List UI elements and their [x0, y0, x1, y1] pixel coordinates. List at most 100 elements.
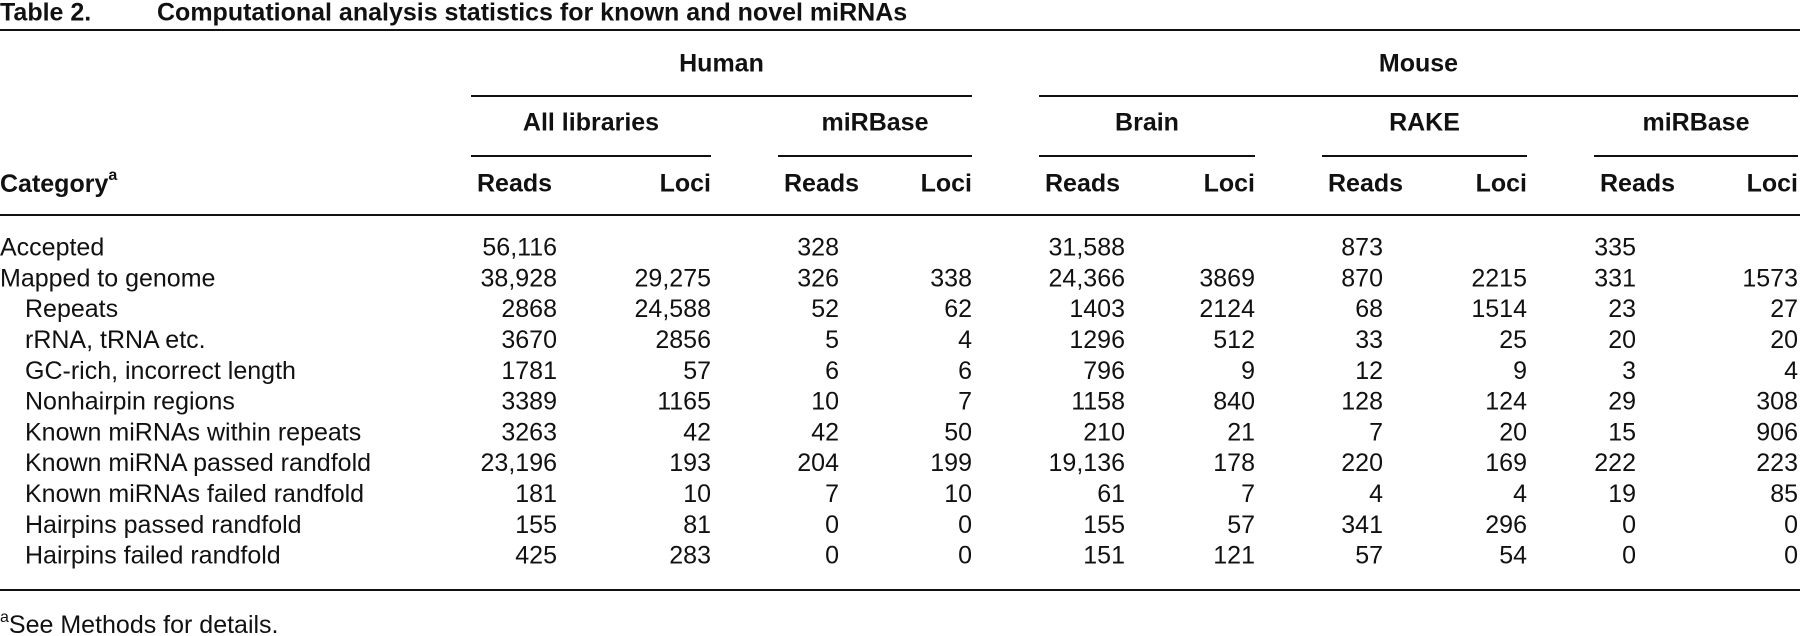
row-label: Hairpins passed randfold: [25, 511, 302, 539]
cell: 121: [1213, 542, 1255, 570]
row-label: Known miRNAs within repeats: [25, 418, 361, 446]
column-header: Loci: [660, 170, 711, 198]
cell: 24,366: [1049, 264, 1125, 292]
cell: 3263: [501, 418, 557, 446]
table-caption: Computational analysis statistics for kn…: [157, 0, 907, 27]
cell: 23: [1608, 295, 1636, 323]
row-label: Accepted: [0, 234, 104, 262]
cell: 178: [1213, 449, 1255, 477]
cell: 6: [958, 357, 972, 385]
cell: 870: [1341, 264, 1383, 292]
cell: 0: [1622, 542, 1636, 570]
cell: 0: [958, 542, 972, 570]
cell: 326: [797, 264, 839, 292]
subgroup-header: RAKE: [1389, 109, 1460, 137]
cell: 1781: [501, 357, 557, 385]
cell: 0: [825, 542, 839, 570]
cell: 4: [1369, 480, 1383, 508]
row-label: rRNA, tRNA etc.: [25, 326, 206, 354]
cell: 68: [1355, 295, 1383, 323]
cell: 4: [1784, 357, 1798, 385]
cell: 19: [1608, 480, 1636, 508]
cell: 9: [1513, 357, 1527, 385]
row-label: Known miRNAs failed randfold: [25, 480, 364, 508]
cell: 1514: [1471, 295, 1527, 323]
subgroup-header: Brain: [1115, 109, 1179, 137]
group-header: Human: [679, 50, 764, 78]
cell: 0: [1784, 542, 1798, 570]
cell: 57: [1227, 511, 1255, 539]
cell: 3389: [501, 388, 557, 416]
cell: 33: [1355, 326, 1383, 354]
cell: 283: [669, 542, 711, 570]
cell: 873: [1341, 234, 1383, 262]
cell: 1573: [1742, 264, 1798, 292]
column-header: Reads: [477, 170, 552, 198]
cell: 124: [1485, 388, 1527, 416]
footnote-marker: a: [108, 167, 117, 184]
category-header-text: Category: [0, 170, 108, 198]
cell: 210: [1083, 418, 1125, 446]
cell: 512: [1213, 326, 1255, 354]
cell: 204: [797, 449, 839, 477]
cell: 20: [1499, 418, 1527, 446]
cell: 2124: [1199, 295, 1255, 323]
cell: 1158: [1071, 388, 1125, 416]
cell: 62: [944, 295, 972, 323]
column-header: Loci: [921, 170, 972, 198]
footnote: aSee Methods for details.: [0, 609, 279, 636]
cell: 223: [1756, 449, 1798, 477]
cell: 425: [515, 542, 557, 570]
cell: 2868: [501, 295, 557, 323]
cell: 10: [811, 388, 839, 416]
category-header: Categorya: [0, 167, 117, 197]
cell: 308: [1756, 388, 1798, 416]
cell: 38,928: [481, 264, 557, 292]
subgroup-header: miRBase: [822, 109, 929, 137]
cell: 328: [797, 234, 839, 262]
cell: 1296: [1069, 326, 1125, 354]
row-label: Nonhairpin regions: [25, 388, 235, 416]
cell: 27: [1770, 295, 1798, 323]
cell: 10: [944, 480, 972, 508]
cell: 341: [1341, 511, 1383, 539]
cell: 0: [1622, 511, 1636, 539]
cell: 840: [1213, 388, 1255, 416]
cell: 796: [1083, 357, 1125, 385]
cell: 4: [958, 326, 972, 354]
cell: 0: [1784, 511, 1798, 539]
cell: 42: [683, 418, 711, 446]
footnote-mark: a: [0, 609, 9, 626]
row-label: GC-rich, incorrect length: [25, 357, 296, 385]
cell: 85: [1770, 480, 1798, 508]
row-label: Known miRNA passed randfold: [25, 449, 371, 477]
cell: 20: [1770, 326, 1798, 354]
cell: 169: [1485, 449, 1527, 477]
subgroup-header: All libraries: [523, 109, 659, 137]
cell: 29,275: [635, 264, 711, 292]
cell: 1165: [657, 388, 711, 416]
row-label: Mapped to genome: [0, 264, 215, 292]
cell: 57: [1355, 542, 1383, 570]
footnote-text: See Methods for details.: [9, 611, 279, 636]
cell: 9: [1241, 357, 1255, 385]
cell: 81: [683, 511, 711, 539]
cell: 19,136: [1049, 449, 1125, 477]
cell: 7: [958, 388, 972, 416]
cell: 0: [825, 511, 839, 539]
cell: 12: [1355, 357, 1383, 385]
cell: 181: [515, 480, 557, 508]
cell: 25: [1499, 326, 1527, 354]
cell: 2215: [1471, 264, 1527, 292]
column-header: Reads: [784, 170, 859, 198]
group-header: Mouse: [1379, 50, 1458, 78]
cell: 3869: [1199, 264, 1255, 292]
cell: 31,588: [1049, 234, 1125, 262]
table-number: Table 2.: [0, 0, 91, 27]
row-label: Hairpins failed randfold: [25, 542, 281, 570]
cell: 4: [1513, 480, 1527, 508]
column-header: Loci: [1204, 170, 1255, 198]
cell: 20: [1608, 326, 1636, 354]
cell: 331: [1594, 264, 1636, 292]
